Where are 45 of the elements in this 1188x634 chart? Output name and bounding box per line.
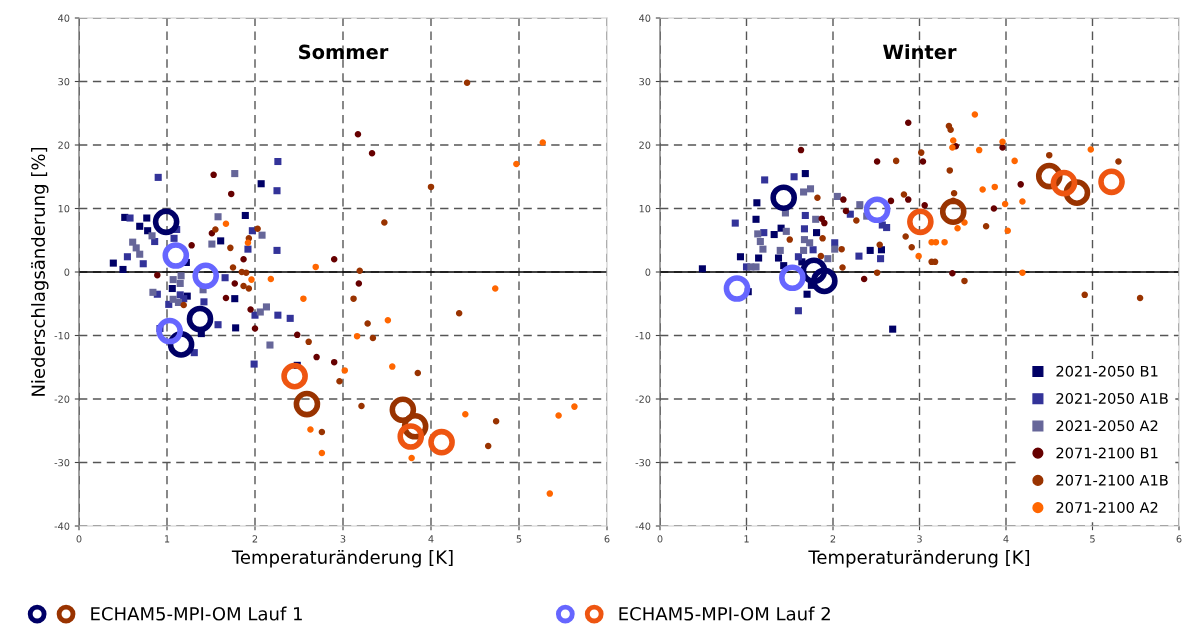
text: Winter (883, 44, 957, 60)
legend-label: ECHAM5-MPI-OM Lauf 1 (91, 606, 302, 621)
x-tick-label: 3 (340, 535, 346, 543)
x-tick-label: 1 (164, 535, 170, 543)
y-tick-label: 10 (639, 204, 651, 213)
legend-label: 2071-2100 A2 (1056, 501, 1158, 513)
y-tick-label: -30 (635, 458, 651, 467)
y-tick-label: 0 (645, 268, 651, 276)
x-axis-title: Temperaturänderung [K] (808, 549, 1030, 568)
y-tick-label: -30 (54, 458, 70, 467)
y-tick-label: -20 (54, 395, 70, 403)
x-tick-label: 0 (76, 535, 82, 543)
x-axis-title: Temperaturänderung [K] (231, 549, 453, 568)
y-tick-label: 30 (639, 77, 651, 86)
legend-label: 2021-2050 B1 (1056, 365, 1158, 377)
y-tick-label: 20 (639, 141, 651, 149)
x-tick-label: 6 (1176, 535, 1182, 543)
x-tick-label: 5 (1090, 535, 1095, 543)
legend-label: 2021-2050 A2 (1056, 420, 1158, 432)
legend-label: 2071-2100 A1B (1056, 474, 1168, 486)
y-tick-label: -40 (635, 522, 651, 530)
x-tick-label: 4 (428, 535, 434, 543)
y-tick-label: -10 (54, 331, 70, 340)
x-tick-label: 0 (657, 535, 663, 543)
y-tick-label: 40 (639, 14, 651, 22)
y-tick-label: 0 (64, 268, 70, 276)
legend-label: ECHAM5-MPI-OM Lauf 2 (619, 606, 830, 621)
legend-label: 2021-2050 A1B (1056, 392, 1168, 405)
x-tick-label: 2 (252, 535, 258, 543)
x-tick-label: 6 (604, 535, 610, 543)
x-tick-label: 1 (744, 535, 749, 543)
y-tick-label: 40 (58, 14, 70, 22)
x-tick-label: 5 (516, 535, 522, 543)
y-tick-label: 30 (58, 77, 70, 86)
legend-label: 2071-2100 B1 (1056, 447, 1158, 459)
y-tick-label: 10 (58, 204, 70, 213)
x-tick-label: 3 (917, 535, 922, 543)
y-tick-label: -40 (54, 522, 70, 530)
x-tick-label: 2 (830, 535, 836, 543)
x-tick-label: 4 (1003, 535, 1009, 543)
text: Sommer (299, 44, 389, 60)
y-tick-label: -20 (635, 395, 651, 403)
y-tick-label: -10 (635, 331, 651, 340)
y-tick-label: 20 (58, 141, 70, 149)
y-axis-title: Niederschlagsänderung [%] (31, 147, 49, 396)
